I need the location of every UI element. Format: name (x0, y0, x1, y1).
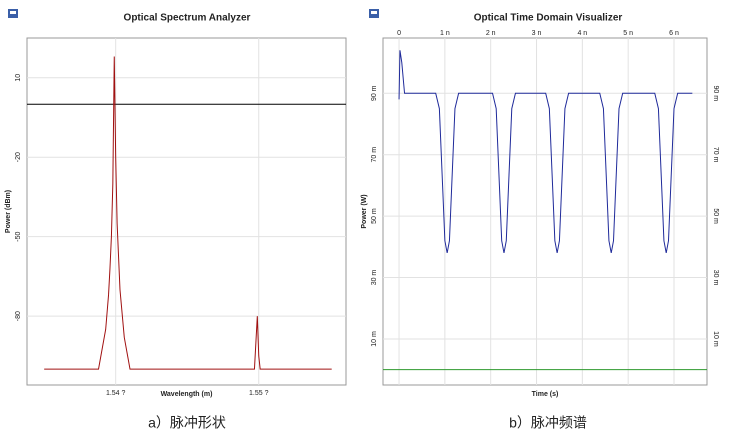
y-tick-label: 70 m (712, 147, 719, 163)
x-tick-label: 3 n (532, 30, 542, 37)
chart-title: Optical Spectrum Analyzer (124, 13, 251, 24)
x-tick-label: 1.55 ? (249, 390, 269, 397)
x-tick-label: 0 (397, 30, 401, 37)
x-tick-label: 5 n (623, 30, 633, 37)
icon (8, 9, 18, 18)
plot-area (382, 37, 708, 386)
y-tick-label: -50 (15, 232, 22, 242)
y-tick-label: 30 m (371, 270, 378, 286)
series-line (398, 50, 693, 254)
y-tick-label: 50 m (371, 208, 378, 224)
y-axis-label: Power (W) (361, 194, 368, 228)
x-tick-label: 1 n (440, 30, 450, 37)
x-axis-label: Wavelength (m) (161, 391, 213, 398)
y-tick-label: 70 m (371, 147, 378, 163)
icon (369, 9, 379, 18)
x-tick-label: 1.54 ? (106, 390, 126, 397)
y-tick-label: 30 m (712, 270, 719, 286)
plot-area (26, 37, 347, 386)
y-tick-label: 90 m (371, 85, 378, 101)
y-tick-label: -20 (15, 152, 22, 162)
y-axis-label: Power (dBm) (5, 190, 12, 233)
y-tick-label: 10 m (371, 331, 378, 347)
x-tick-label: 2 n (486, 30, 496, 37)
y-tick-label: 90 m (712, 85, 719, 101)
x-tick-label: 6 n (669, 30, 679, 37)
y-tick-label: -80 (15, 311, 22, 321)
x-axis-label: Time (s) (532, 391, 559, 398)
series-line (44, 56, 332, 370)
x-tick-label: 4 n (577, 30, 587, 37)
caption: b）脉冲频谱 (509, 415, 587, 431)
y-tick-label: 10 (15, 74, 22, 82)
y-tick-label: 50 m (712, 208, 719, 224)
y-tick-label: 10 m (712, 331, 719, 347)
caption: a）脉冲形状 (148, 415, 226, 431)
chart-title: Optical Time Domain Visualizer (474, 13, 623, 24)
